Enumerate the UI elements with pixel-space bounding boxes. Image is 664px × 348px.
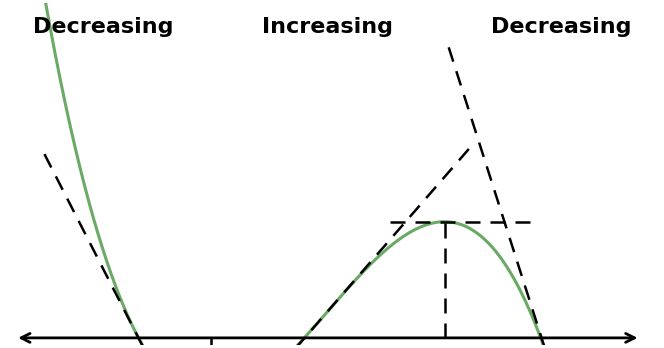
- Text: Decreasing: Decreasing: [491, 17, 631, 38]
- Text: Decreasing: Decreasing: [33, 17, 173, 38]
- Text: Increasing: Increasing: [262, 17, 393, 38]
